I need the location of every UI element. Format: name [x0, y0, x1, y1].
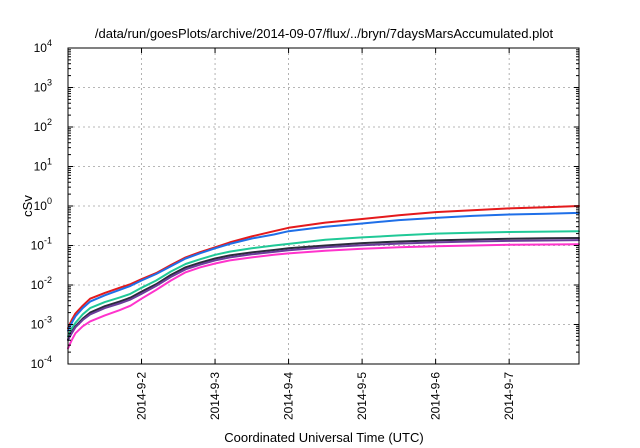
y-tick-base: 10 — [34, 81, 48, 95]
chart-title: /data/run/goesPlots/archive/2014-09-07/f… — [95, 26, 554, 41]
y-tick-base: 10 — [31, 357, 45, 371]
y-tick-label: 10-1 — [31, 236, 52, 253]
grid-lines — [68, 47, 579, 365]
y-tick-exponent: -1 — [44, 236, 52, 246]
y-tick-base: 10 — [31, 318, 45, 332]
y-tick-label: 10-4 — [31, 354, 52, 371]
y-tick-exponent: 1 — [47, 157, 52, 167]
y-tick-exponent: -2 — [44, 275, 52, 285]
series-line-4 — [67, 237, 580, 341]
series-line-1 — [67, 205, 580, 330]
x-tick-label: 2014-9-4 — [282, 372, 296, 420]
x-tick-label: 2014-9-6 — [429, 372, 443, 420]
y-tick-label: 101 — [34, 157, 52, 174]
y-tick-exponent: -4 — [44, 354, 52, 364]
y-tick-exponent: 4 — [47, 38, 52, 48]
y-tick-base: 10 — [31, 239, 45, 253]
series-lines — [67, 205, 580, 350]
y-tick-label: 10-3 — [31, 315, 52, 332]
y-tick-base: 10 — [31, 278, 45, 292]
y-axis-label: cSv — [20, 195, 35, 217]
x-tick-label: 2014-9-7 — [502, 372, 516, 420]
series-line-5 — [67, 239, 580, 342]
y-tick-label: 100 — [34, 196, 52, 213]
x-axis-label: Coordinated Universal Time (UTC) — [224, 430, 423, 445]
series-line-6 — [67, 243, 580, 350]
y-tick-label: 102 — [34, 117, 52, 134]
tick-marks — [68, 47, 579, 365]
y-tick-exponent: 2 — [47, 117, 52, 127]
x-tick-labels: 2014-9-2 2014-9-3 2014-9-4 2014-9-5 2014-9-6… — [135, 372, 517, 420]
y-tick-label: 103 — [34, 78, 52, 95]
y-tick-base: 10 — [34, 120, 48, 134]
x-tick-label: 2014-9-2 — [135, 372, 149, 420]
series-line-3 — [67, 230, 580, 338]
y-tick-base: 10 — [34, 199, 48, 213]
y-tick-base: 10 — [34, 160, 48, 174]
y-tick-label: 104 — [34, 38, 52, 55]
x-tick-label: 2014-9-3 — [208, 372, 222, 420]
y-tick-exponent: 3 — [47, 78, 52, 88]
x-tick-label: 2014-9-5 — [355, 372, 369, 420]
y-tick-exponent: 0 — [47, 196, 52, 206]
y-tick-exponent: -3 — [44, 315, 52, 325]
series-line-2 — [67, 211, 580, 332]
y-tick-base: 10 — [34, 41, 48, 55]
y-tick-label: 10-2 — [31, 275, 52, 292]
